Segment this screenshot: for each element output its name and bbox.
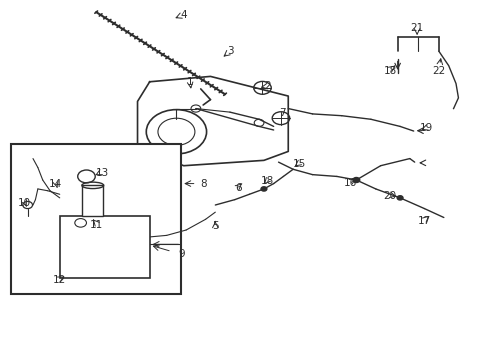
Text: 22: 22	[431, 66, 445, 76]
Text: 4: 4	[180, 10, 186, 19]
Text: 9: 9	[178, 249, 184, 259]
Circle shape	[261, 187, 266, 191]
Text: 17: 17	[417, 216, 430, 226]
Text: 5: 5	[212, 221, 218, 231]
Text: 10: 10	[18, 198, 31, 208]
Circle shape	[396, 196, 402, 200]
Text: 18: 18	[383, 66, 396, 76]
Text: 13: 13	[95, 168, 108, 178]
Text: 18: 18	[261, 176, 274, 186]
Text: 12: 12	[53, 275, 66, 285]
Circle shape	[352, 177, 359, 183]
Text: 19: 19	[419, 123, 432, 133]
Text: 15: 15	[293, 158, 306, 168]
Bar	[11, 144, 181, 294]
Text: 3: 3	[227, 46, 234, 56]
Text: 20: 20	[382, 191, 395, 201]
Text: 16: 16	[343, 178, 356, 188]
Text: 2: 2	[264, 81, 271, 91]
Bar	[60, 216, 149, 278]
Text: 8: 8	[200, 179, 206, 189]
Bar	[81, 185, 103, 216]
Text: 14: 14	[49, 179, 62, 189]
Text: 11: 11	[90, 220, 103, 230]
Text: 6: 6	[235, 183, 242, 193]
Text: 1: 1	[186, 77, 193, 87]
Text: 21: 21	[409, 23, 423, 33]
Text: 7: 7	[279, 108, 285, 118]
